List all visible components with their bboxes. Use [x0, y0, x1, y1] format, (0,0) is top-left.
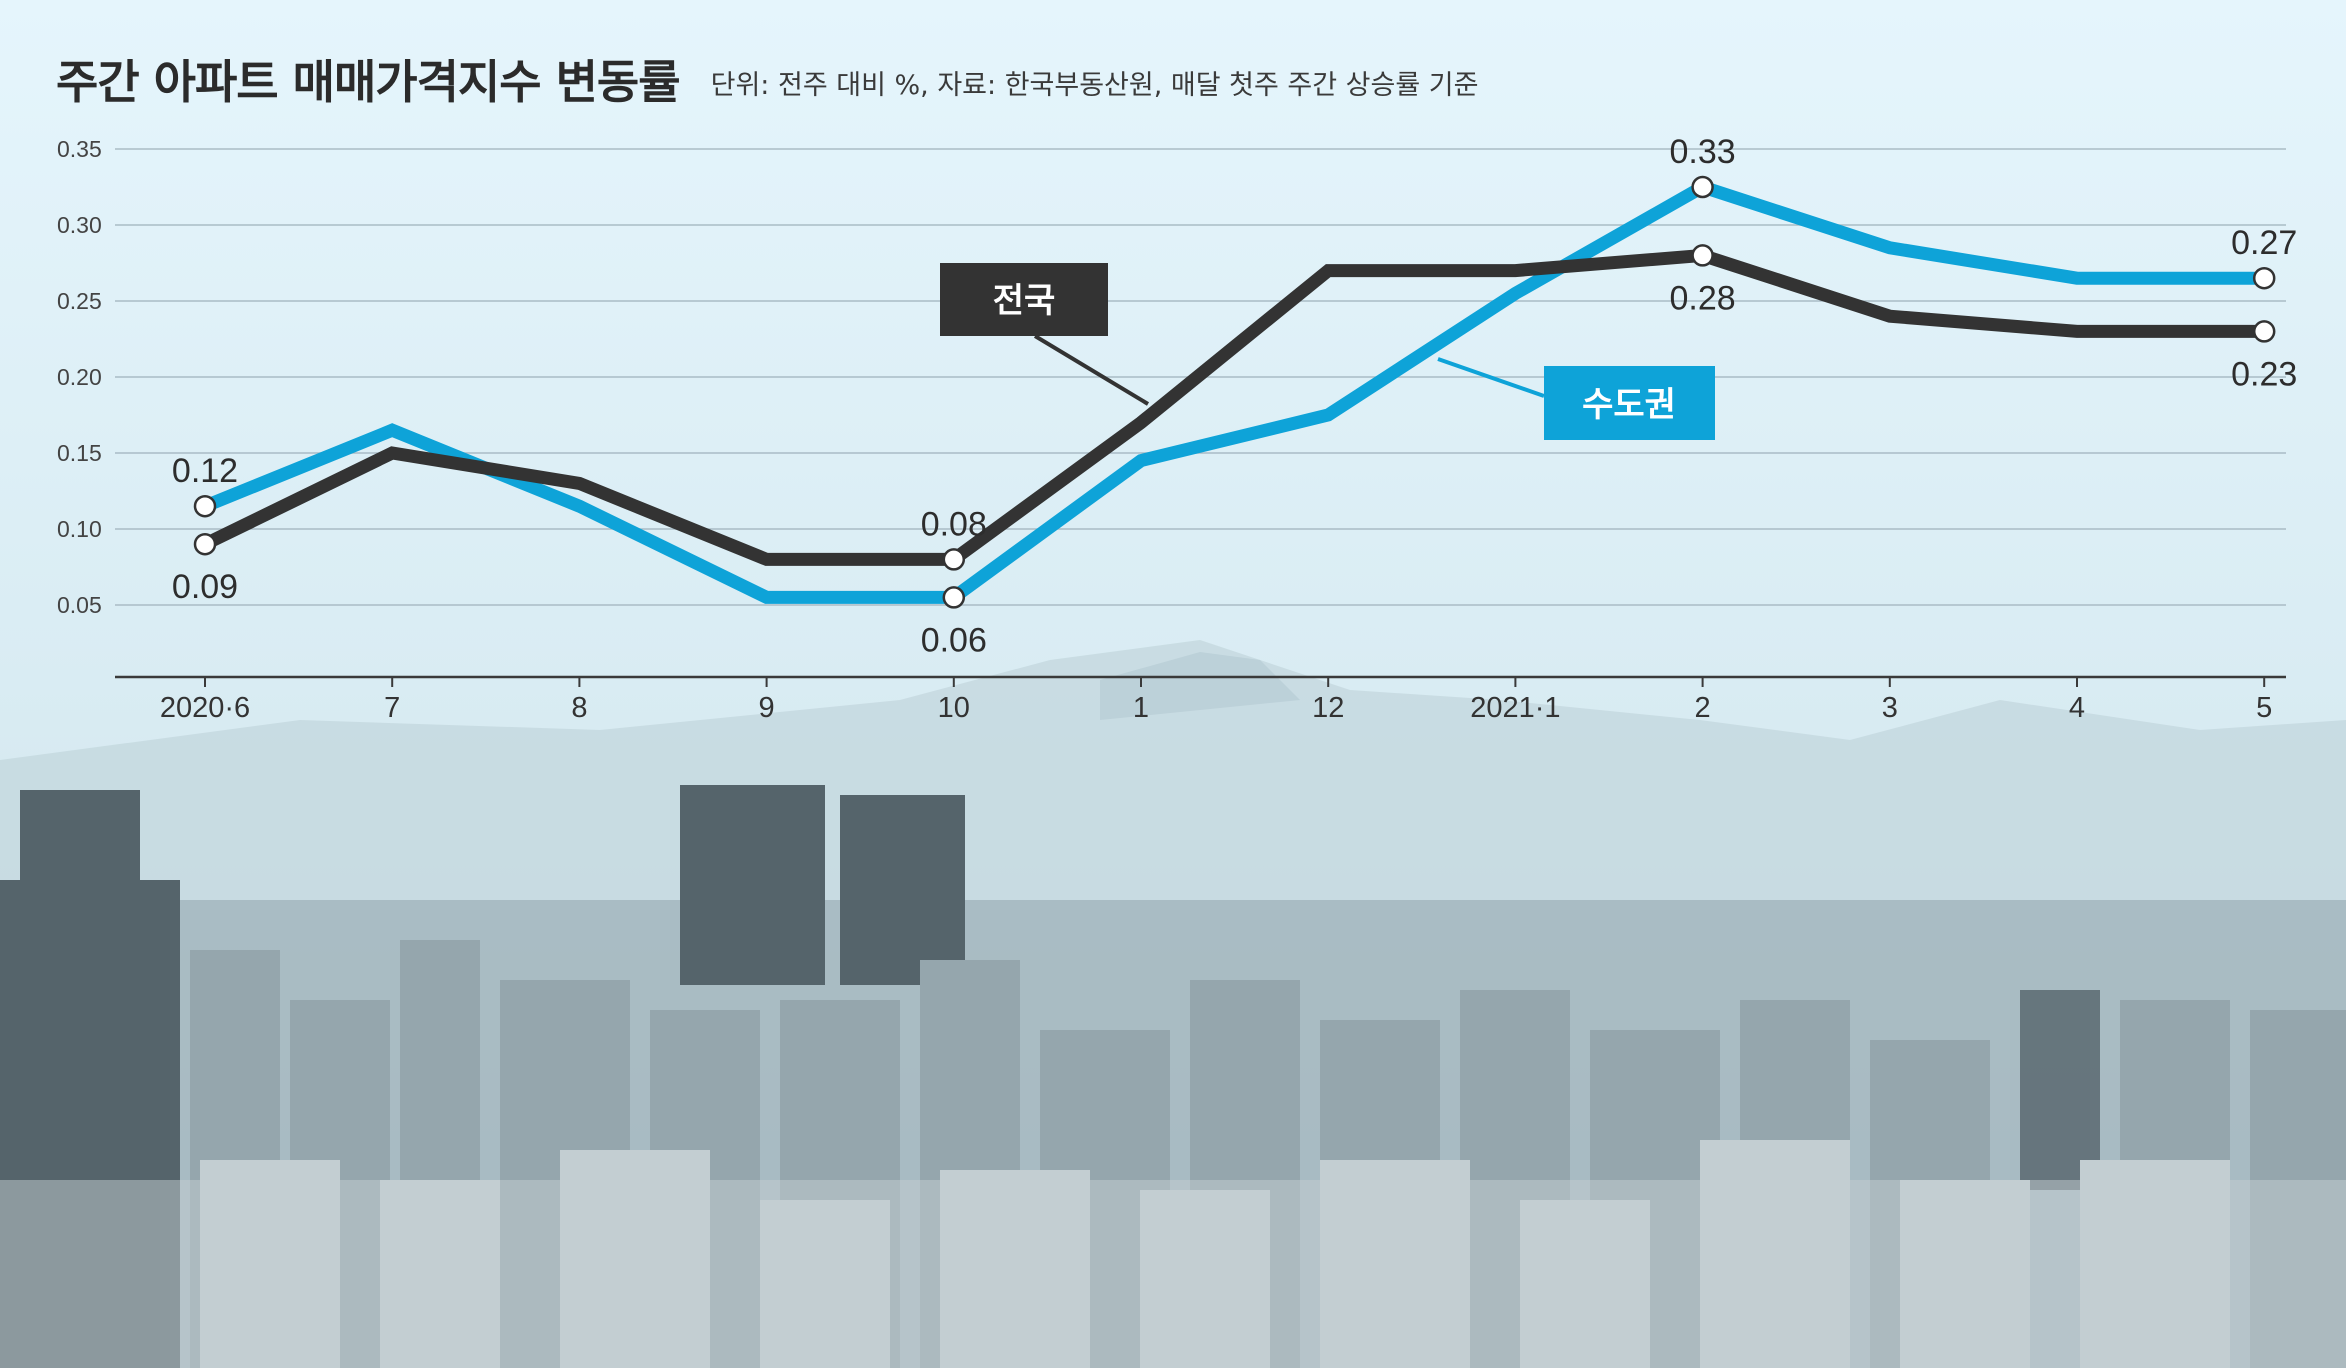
- data-label: 0.06: [921, 621, 987, 659]
- legend-label-national: 전국: [993, 281, 1056, 321]
- x-tick-label: 4: [2069, 692, 2085, 724]
- point-marker: [2252, 266, 2276, 290]
- legend-leader-line: [1033, 334, 1150, 406]
- axes: 0.35 0.30 0.25 0.20 0.15 0.10 0.05 2020·6 7 8 9 10 1…: [57, 136, 2286, 724]
- data-label: 0.08: [921, 505, 987, 543]
- y-tick-label: 0.15: [57, 440, 102, 466]
- grid-lines: [115, 148, 2286, 606]
- series-line-capital: [202, 179, 2265, 604]
- x-tick-label: 1: [1133, 692, 1149, 724]
- chart-header: 주간 아파트 매매가격지수 변동률 단위: 전주 대비 %, 자료: 한국부동산…: [56, 46, 1478, 112]
- y-tick-label: 0.35: [57, 136, 102, 162]
- data-labels: 0.09 0.08 0.28 0.23 0.12 0.06 0.33 0.27: [172, 133, 2297, 659]
- series-lines: [202, 179, 2265, 604]
- point-marker: [1691, 244, 1714, 267]
- data-label: 0.33: [1670, 133, 1736, 171]
- x-tick-label: 3: [1882, 692, 1898, 724]
- data-label: 0.23: [2231, 355, 2297, 393]
- data-label: 0.28: [1670, 279, 1736, 317]
- point-marker: [2252, 320, 2276, 343]
- point-marker: [942, 586, 966, 609]
- point-marker: [193, 532, 217, 556]
- x-tick-label: 7: [384, 692, 400, 724]
- series-line-national: [202, 248, 2265, 566]
- x-tick-label: 2020·6: [160, 692, 250, 724]
- data-label: 0.27: [2231, 224, 2297, 262]
- legend-leader-line: [1437, 357, 1545, 398]
- y-tick-label: 0.05: [57, 592, 102, 618]
- x-tick-label: 2: [1695, 692, 1711, 724]
- legend-box: [940, 263, 1108, 336]
- data-label: 0.12: [172, 452, 238, 490]
- legend-label-capital: 수도권: [1582, 385, 1676, 425]
- x-tick-label: 5: [2256, 692, 2272, 724]
- data-label: 0.09: [172, 568, 238, 606]
- point-marker: [193, 494, 217, 518]
- x-tick-label: 2021·1: [1470, 692, 1560, 724]
- x-tick-label: 10: [938, 692, 970, 724]
- legend-box: [1544, 366, 1715, 440]
- chart-subtitle: 단위: 전주 대비 %, 자료: 한국부동산원, 매달 첫주 주간 상승률 기준: [710, 70, 1479, 101]
- y-tick-label: 0.25: [57, 288, 102, 314]
- point-marker: [942, 548, 966, 571]
- y-tick-label: 0.20: [57, 364, 102, 390]
- x-tick-label: 9: [759, 692, 775, 724]
- y-tick-label: 0.30: [57, 212, 102, 238]
- point-markers: [193, 175, 2276, 609]
- y-tick-label: 0.10: [57, 516, 102, 542]
- x-tick-label: 8: [571, 692, 587, 724]
- chart-title: 주간 아파트 매매가격지수 변동률: [56, 55, 681, 109]
- point-marker: [1691, 175, 1714, 199]
- x-tick-label: 12: [1312, 692, 1344, 724]
